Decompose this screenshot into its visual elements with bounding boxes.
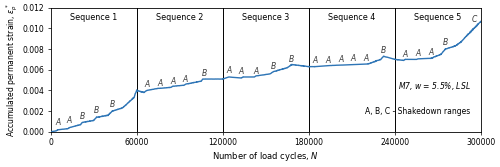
Text: B: B [381,46,386,55]
Text: A: A [253,67,258,76]
Y-axis label: Accumulated permanent strain, $\varepsilon^*_p$: Accumulated permanent strain, $\varepsil… [4,3,20,137]
Text: A: A [325,56,330,65]
Text: A: A [312,56,318,65]
Text: A: A [226,66,231,75]
Text: C: C [472,15,476,24]
Text: A: A [183,75,188,85]
Text: B: B [202,69,207,78]
Text: A: A [402,50,408,59]
Text: A: A [364,54,369,63]
Text: A: A [66,116,72,125]
Text: B: B [289,55,294,64]
Text: A: A [144,79,150,89]
X-axis label: Number of load cycles, $N$: Number of load cycles, $N$ [212,150,320,163]
Text: Sequence 1: Sequence 1 [70,13,117,22]
Text: A: A [55,118,60,127]
Text: A: A [239,67,244,76]
Text: A: A [157,78,162,88]
Text: Sequence 2: Sequence 2 [156,13,204,22]
Text: Sequence 5: Sequence 5 [414,13,462,22]
Text: A: A [416,49,420,58]
Text: B: B [110,100,115,109]
Text: Sequence 3: Sequence 3 [242,13,290,22]
Text: M7, $w$ = 5.5%, LSL: M7, $w$ = 5.5%, LSL [398,80,470,92]
Text: A: A [338,55,343,64]
Text: A: A [170,77,175,86]
Text: B: B [94,106,99,115]
Text: B: B [80,112,85,121]
Text: A, B, C - Shakedown ranges: A, B, C - Shakedown ranges [365,107,470,116]
Text: B: B [442,38,448,47]
Text: Sequence 4: Sequence 4 [328,13,376,22]
Text: A: A [428,48,434,57]
Text: A: A [351,54,356,63]
Text: B: B [270,62,276,71]
